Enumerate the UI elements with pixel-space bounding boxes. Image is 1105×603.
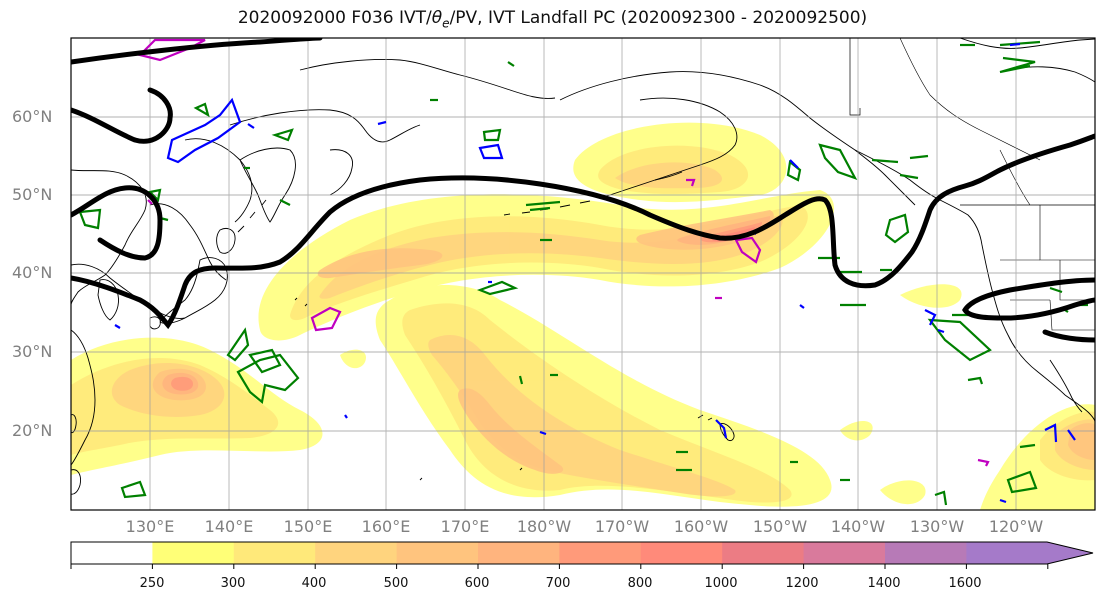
lon-label: 130°W	[909, 517, 965, 536]
pv-contours-blue	[114, 42, 1076, 504]
colorbar-tick-label: 800	[627, 576, 653, 591]
colorbar-tick-label: 1000	[704, 576, 738, 591]
lon-label: 140°E	[204, 517, 254, 536]
lon-label: 150°E	[283, 517, 333, 536]
colorbar-tick-label: 1200	[785, 576, 819, 591]
lat-label: 20°N	[12, 421, 53, 440]
colorbar-swatch	[803, 542, 886, 564]
lon-label: 120°W	[988, 517, 1044, 536]
lon-label: 130°E	[125, 517, 175, 536]
pv-contours-magenta	[137, 38, 990, 467]
map-frame	[70, 37, 1096, 511]
lon-label: 140°W	[830, 517, 886, 536]
theta-e-contours	[78, 40, 1088, 506]
colorbar-swatch	[233, 542, 316, 564]
colorbar-swatch	[966, 542, 1049, 564]
colorbar-tick-label: 600	[464, 576, 490, 591]
chart-title: 2020092000 F036 IVT/θe/PV, IVT Landfall …	[237, 8, 868, 31]
colorbar-swatch	[640, 542, 723, 564]
colorbar-tick-label: 1600	[948, 576, 982, 591]
lat-label: 50°N	[12, 185, 53, 204]
lon-label: 160°E	[361, 517, 411, 536]
colorbar-swatch	[152, 542, 235, 564]
colorbar-swatch	[885, 542, 967, 564]
colorbar-extend-arrow	[1047, 542, 1093, 564]
lon-label: 170°E	[440, 517, 490, 536]
lon-label: 150°W	[752, 517, 808, 536]
colorbar-tick-label: 300	[220, 576, 246, 591]
colorbar-outline	[70, 541, 1094, 565]
colorbar-tick-label: 250	[139, 576, 165, 591]
lat-label: 30°N	[12, 342, 53, 361]
colorbar-tick-label: 1400	[867, 576, 901, 591]
colorbar-swatch	[478, 542, 560, 564]
lon-label: 180°W	[516, 517, 572, 536]
lon-label: 160°W	[673, 517, 729, 536]
colorbar-swatch	[396, 542, 479, 564]
colorbar-swatch	[722, 542, 805, 564]
lat-label: 40°N	[12, 263, 53, 282]
colorbar-tick-label: 400	[301, 576, 327, 591]
colorbar-swatch	[71, 542, 153, 564]
colorbar-tick-label: 700	[545, 576, 571, 591]
ivt-shading	[71, 122, 1095, 510]
lat-label: 60°N	[12, 107, 53, 126]
colorbar-swatch	[315, 542, 398, 564]
lon-label: 170°W	[594, 517, 650, 536]
ivt-black-contours	[71, 38, 1095, 343]
colorbar-swatch	[559, 542, 642, 564]
colorbar-tick-label: 500	[383, 576, 409, 591]
